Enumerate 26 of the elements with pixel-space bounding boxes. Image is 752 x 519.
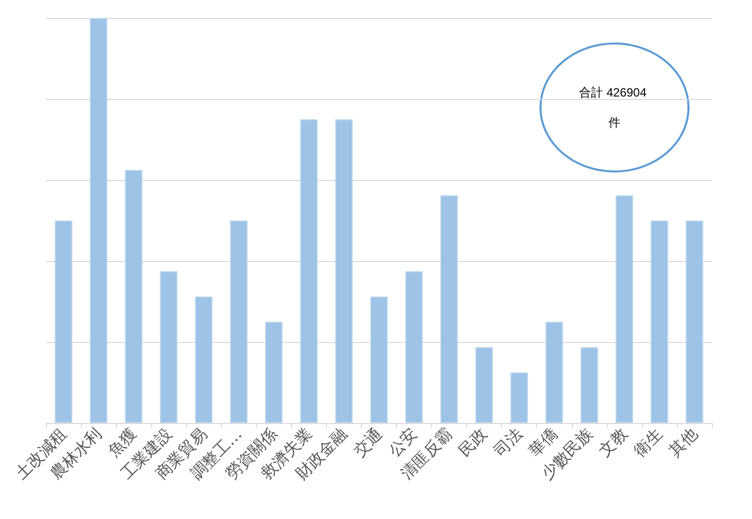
bar — [370, 296, 388, 423]
bar — [54, 220, 72, 423]
bar — [440, 195, 458, 423]
bar — [475, 347, 493, 423]
text: 合計 426904 件 — [579, 86, 647, 130]
bar — [335, 119, 353, 423]
bar — [124, 170, 142, 423]
x-tick-label: 其他 — [665, 424, 702, 460]
x-tick-label: 衛生 — [630, 424, 666, 460]
bar — [265, 322, 283, 423]
bar — [580, 347, 598, 423]
bar — [546, 322, 564, 423]
bar — [405, 271, 423, 423]
bar — [90, 18, 108, 423]
bar — [650, 220, 668, 423]
x-tick-label: 交通 — [350, 424, 386, 460]
x-tick-label: 文教 — [595, 424, 632, 460]
x-tick-label: 司法 — [490, 424, 526, 460]
bar — [160, 271, 178, 423]
bar — [686, 220, 704, 423]
bar — [300, 119, 318, 423]
bar — [616, 195, 634, 423]
bar — [230, 220, 248, 423]
x-tick-label: 民政 — [454, 424, 491, 460]
bar — [194, 296, 212, 423]
bar — [510, 372, 528, 423]
